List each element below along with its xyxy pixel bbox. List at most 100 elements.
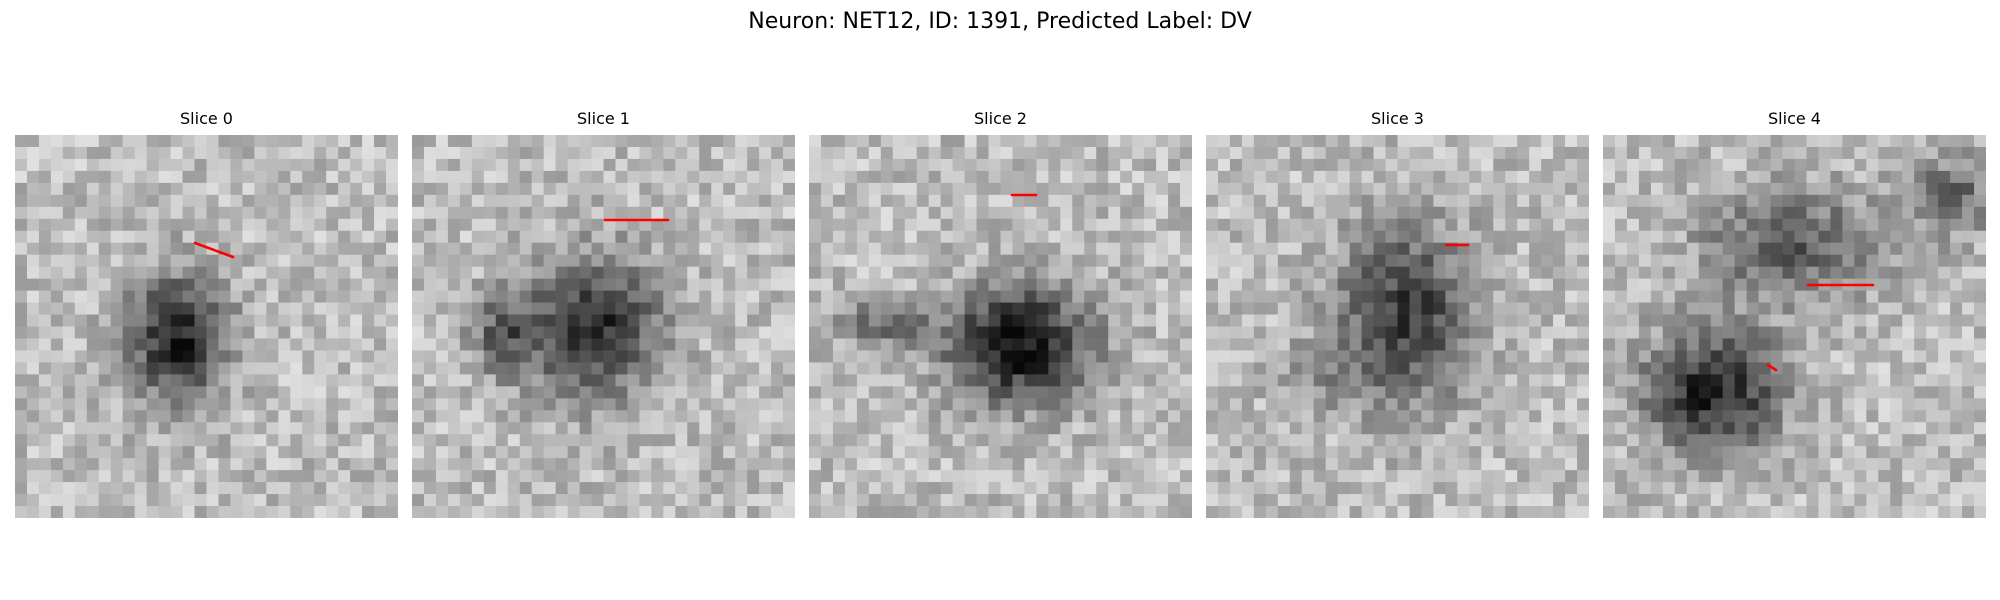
slice-pixel bbox=[483, 218, 497, 232]
slice-pixel bbox=[412, 266, 425, 280]
slice-pixel bbox=[26, 230, 40, 244]
slice-pixel bbox=[170, 218, 184, 232]
slice-pixel bbox=[386, 254, 398, 268]
slice-pixel bbox=[916, 326, 930, 340]
slice-pixel bbox=[651, 302, 664, 316]
slice-pixel bbox=[1337, 446, 1351, 459]
slice-pixel bbox=[254, 434, 267, 447]
slice-pixel bbox=[603, 374, 617, 387]
slice-pixel bbox=[1541, 218, 1554, 232]
slice-pixel bbox=[904, 398, 918, 411]
slice-pixel bbox=[459, 135, 473, 148]
slice-pixel bbox=[507, 506, 521, 518]
slice-pixel bbox=[663, 135, 676, 148]
slice-pixel bbox=[447, 170, 461, 184]
slice-pixel bbox=[1301, 470, 1315, 483]
slice-pixel bbox=[579, 314, 593, 328]
slice-pixel bbox=[687, 135, 700, 148]
slice-pixel bbox=[266, 290, 279, 304]
slice-pixel bbox=[1060, 326, 1073, 340]
slice-pixel bbox=[1206, 326, 1219, 340]
slice-pixel bbox=[1638, 302, 1652, 316]
slice-pixel bbox=[1938, 374, 1951, 387]
slice-pixel bbox=[302, 434, 315, 447]
slice-pixel bbox=[1878, 374, 1891, 387]
slice-pixel bbox=[1084, 278, 1097, 292]
slice-pixel bbox=[1036, 434, 1049, 447]
slice-pixel bbox=[110, 194, 124, 208]
slice-pixel bbox=[1337, 374, 1351, 387]
slice-pixel bbox=[1361, 482, 1375, 495]
slice-pixel bbox=[1373, 302, 1387, 316]
slice-pixel bbox=[1229, 230, 1243, 244]
slice-pixel bbox=[1120, 494, 1133, 507]
slice-pixel bbox=[1048, 434, 1061, 447]
slice-pixel bbox=[314, 326, 327, 340]
slice-pixel bbox=[1060, 374, 1073, 387]
slice-pixel bbox=[1325, 146, 1339, 160]
slice-pixel bbox=[579, 470, 593, 483]
slice-pixel bbox=[880, 242, 894, 256]
slice-pixel bbox=[603, 290, 617, 304]
slice-pixel bbox=[471, 338, 485, 352]
slice-pixel bbox=[146, 278, 160, 292]
slice-pixel bbox=[1818, 350, 1832, 364]
slice-pixel bbox=[591, 386, 605, 399]
slice-pixel bbox=[278, 242, 291, 256]
slice-pixel bbox=[639, 458, 652, 471]
slice-pixel bbox=[1144, 230, 1157, 244]
slice-pixel bbox=[1060, 422, 1073, 435]
slice-pixel bbox=[1758, 146, 1772, 160]
slice-pixel bbox=[314, 434, 327, 447]
slice-pixel bbox=[519, 458, 533, 471]
slice-pixel bbox=[1084, 326, 1097, 340]
slice-pixel bbox=[158, 242, 172, 256]
slice-pixel bbox=[519, 506, 533, 518]
slice-pixel bbox=[1289, 182, 1303, 196]
slice-pixel bbox=[531, 302, 545, 316]
slice-pixel bbox=[1517, 350, 1530, 364]
slice-pixel bbox=[386, 326, 398, 340]
slice-pixel bbox=[230, 362, 244, 375]
slice-pixel bbox=[1144, 254, 1157, 268]
slice-pixel bbox=[158, 410, 172, 423]
slice-pixel bbox=[1890, 206, 1903, 220]
slice-pixel bbox=[651, 135, 664, 148]
slice-pixel bbox=[1469, 326, 1482, 340]
slice-pixel bbox=[820, 266, 834, 280]
slice-pixel bbox=[447, 135, 461, 148]
slice-pixel bbox=[1024, 266, 1038, 280]
slice-pixel bbox=[699, 218, 712, 232]
slice-pixel bbox=[170, 254, 184, 268]
slice-pixel bbox=[1313, 146, 1327, 160]
slice-pixel bbox=[904, 290, 918, 304]
slice-pixel bbox=[832, 434, 846, 447]
slice-pixel bbox=[1950, 266, 1963, 280]
slice-pixel bbox=[194, 302, 208, 316]
slice-pixel bbox=[856, 434, 870, 447]
slice-pixel bbox=[1277, 362, 1291, 375]
slice-pixel bbox=[1734, 242, 1748, 256]
slice-pixel bbox=[783, 362, 795, 375]
slice-pixel bbox=[1108, 470, 1121, 483]
slice-pixel bbox=[1421, 218, 1435, 232]
slice-pixel bbox=[326, 422, 339, 435]
slice-pixel bbox=[1650, 350, 1664, 364]
slice-pixel bbox=[1457, 434, 1470, 447]
slice-pixel bbox=[1806, 338, 1820, 352]
slice-pixel bbox=[916, 506, 930, 518]
slice-pixel bbox=[856, 230, 870, 244]
slice-pixel bbox=[1517, 218, 1530, 232]
slice-pixel bbox=[350, 266, 363, 280]
slice-pixel bbox=[651, 338, 664, 352]
slice-pixel bbox=[1265, 398, 1279, 411]
slice-pixel bbox=[302, 494, 315, 507]
slice-pixel bbox=[266, 434, 279, 447]
slice-pixel bbox=[1938, 194, 1951, 208]
slice-pixel bbox=[1914, 218, 1927, 232]
slice-pixel bbox=[254, 230, 267, 244]
slice-title: Slice 0 bbox=[180, 109, 233, 128]
slice-pixel bbox=[483, 434, 497, 447]
slice-pixel bbox=[771, 302, 784, 316]
slice-pixel bbox=[567, 386, 581, 399]
